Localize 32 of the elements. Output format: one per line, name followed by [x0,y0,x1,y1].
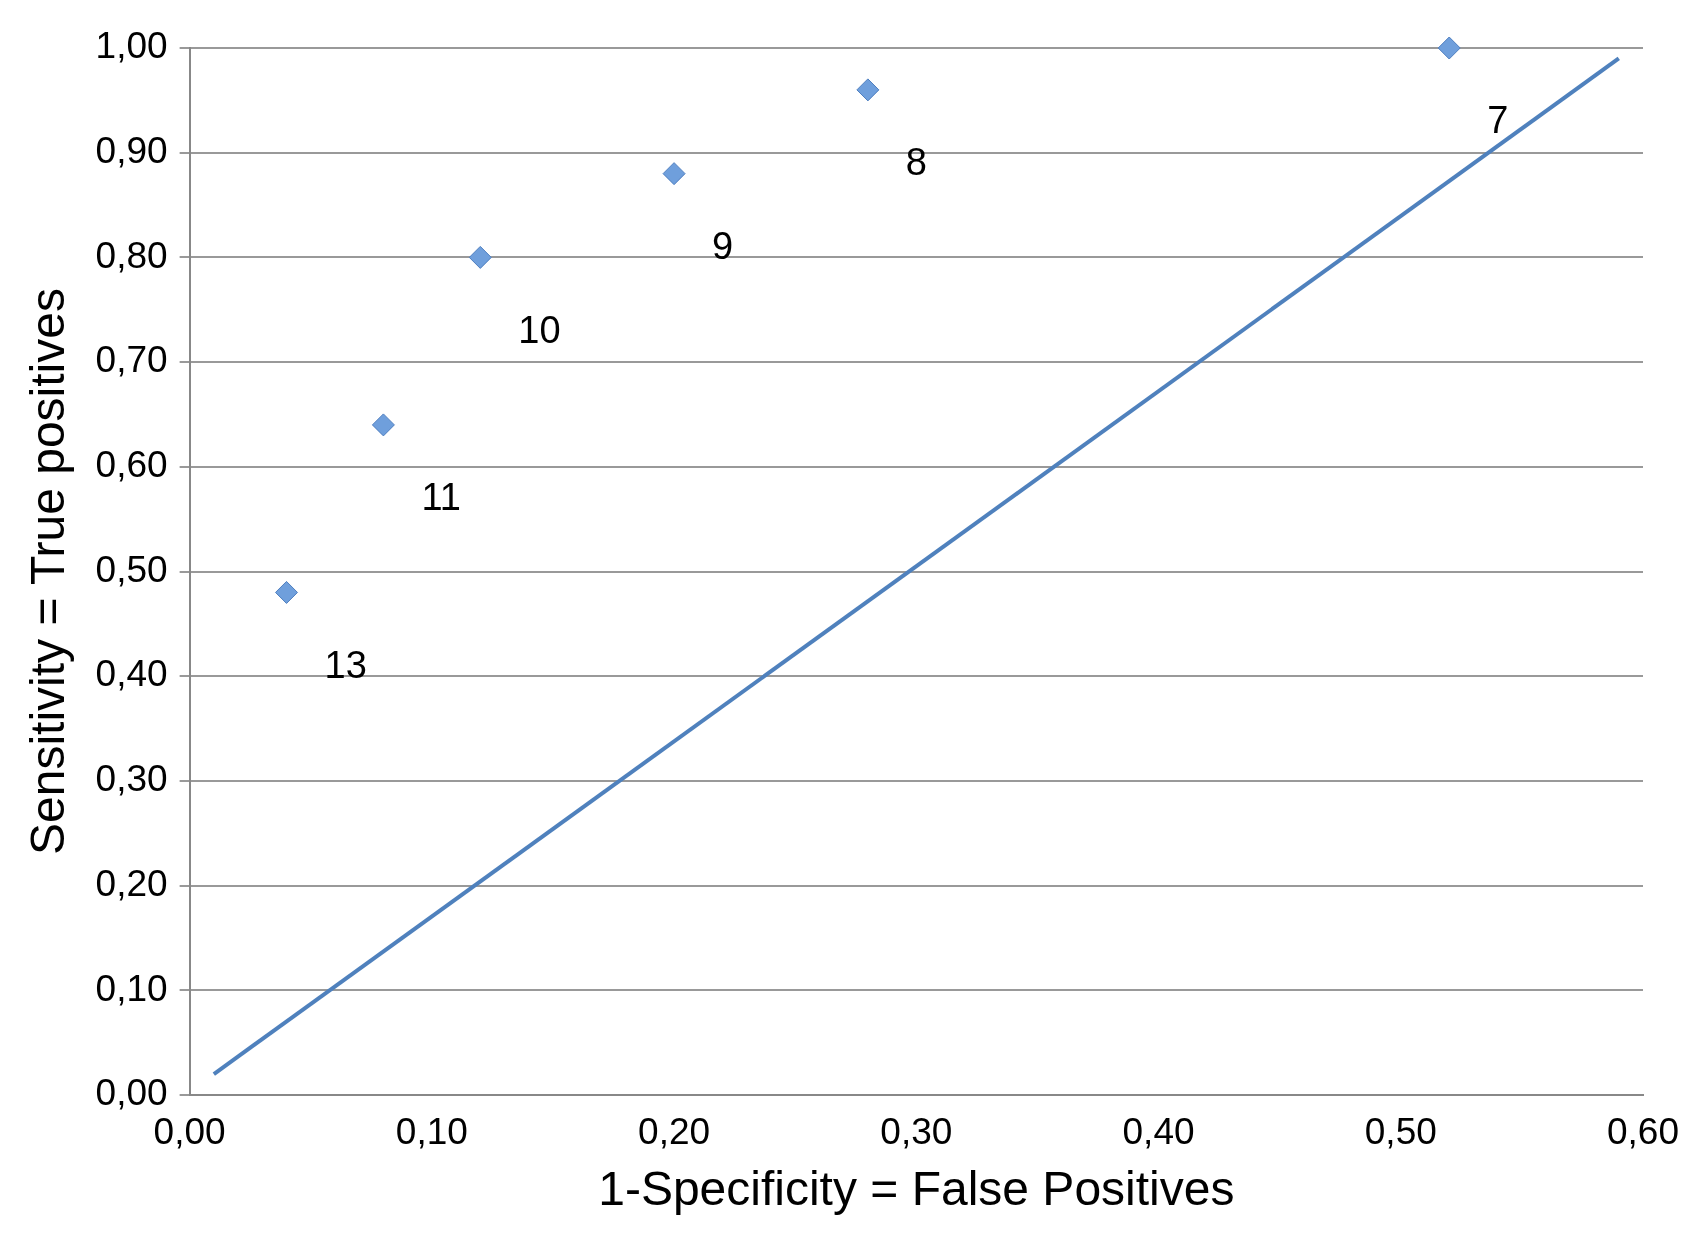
annotation: 13 [324,643,367,686]
x-axis-title: 1-Specificity = False Positives [598,1162,1235,1216]
annotation: 11 [421,476,461,519]
point [856,78,880,102]
x-tick-label: 0,50 [1364,1111,1437,1153]
y-tick-label: 0,30 [95,758,168,800]
x-tick-label: 0,10 [395,1111,468,1153]
annotation: 9 [712,225,734,268]
x-tick-label: 0,40 [1122,1111,1195,1153]
point [468,245,492,269]
y-tick-label: 0,40 [95,653,168,695]
x-tick-label: 0,30 [880,1111,953,1153]
annotation: 8 [905,141,927,184]
annotation: 7 [1487,99,1509,142]
y-tick-label: 0,10 [95,967,168,1009]
x-tick-label: 0,60 [1606,1111,1680,1153]
y-tick-label: 0,50 [95,548,168,590]
point [275,580,299,604]
x-tick-label: 0,00 [153,1111,226,1153]
x-tick-label: 0,20 [638,1111,711,1153]
y-tick-label: 0,00 [95,1072,168,1114]
point [371,413,395,437]
point [1437,36,1461,60]
y-axis-title: Sensitivity = True positives [21,288,75,855]
y-tick-label: 0,20 [95,862,168,904]
y-tick-label: 0,90 [95,129,168,171]
y-tick-label: 1,00 [95,25,168,67]
annotation: 10 [518,308,561,351]
y-tick-label: 0,70 [95,339,168,381]
y-tick-label: 0,60 [95,444,168,485]
point [662,162,686,186]
y-tick-label: 0,80 [95,234,168,276]
